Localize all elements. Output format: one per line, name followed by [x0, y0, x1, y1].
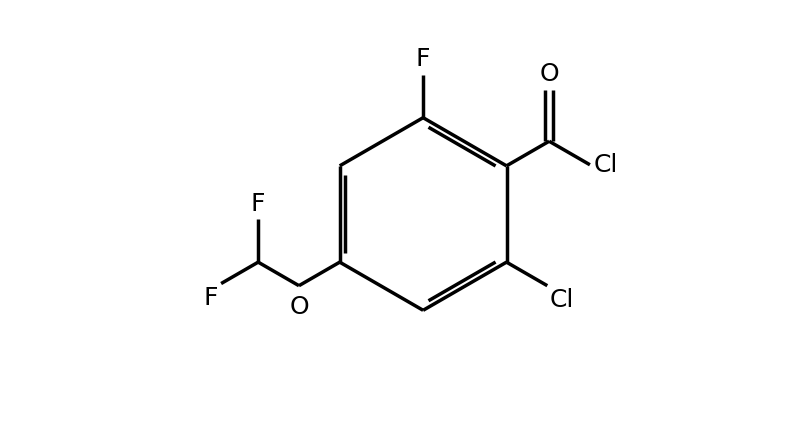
Text: O: O: [289, 295, 308, 319]
Text: F: F: [251, 192, 265, 216]
Text: Cl: Cl: [549, 288, 573, 312]
Text: O: O: [539, 62, 558, 86]
Text: Cl: Cl: [593, 153, 617, 177]
Text: F: F: [415, 48, 430, 71]
Text: F: F: [203, 286, 217, 310]
